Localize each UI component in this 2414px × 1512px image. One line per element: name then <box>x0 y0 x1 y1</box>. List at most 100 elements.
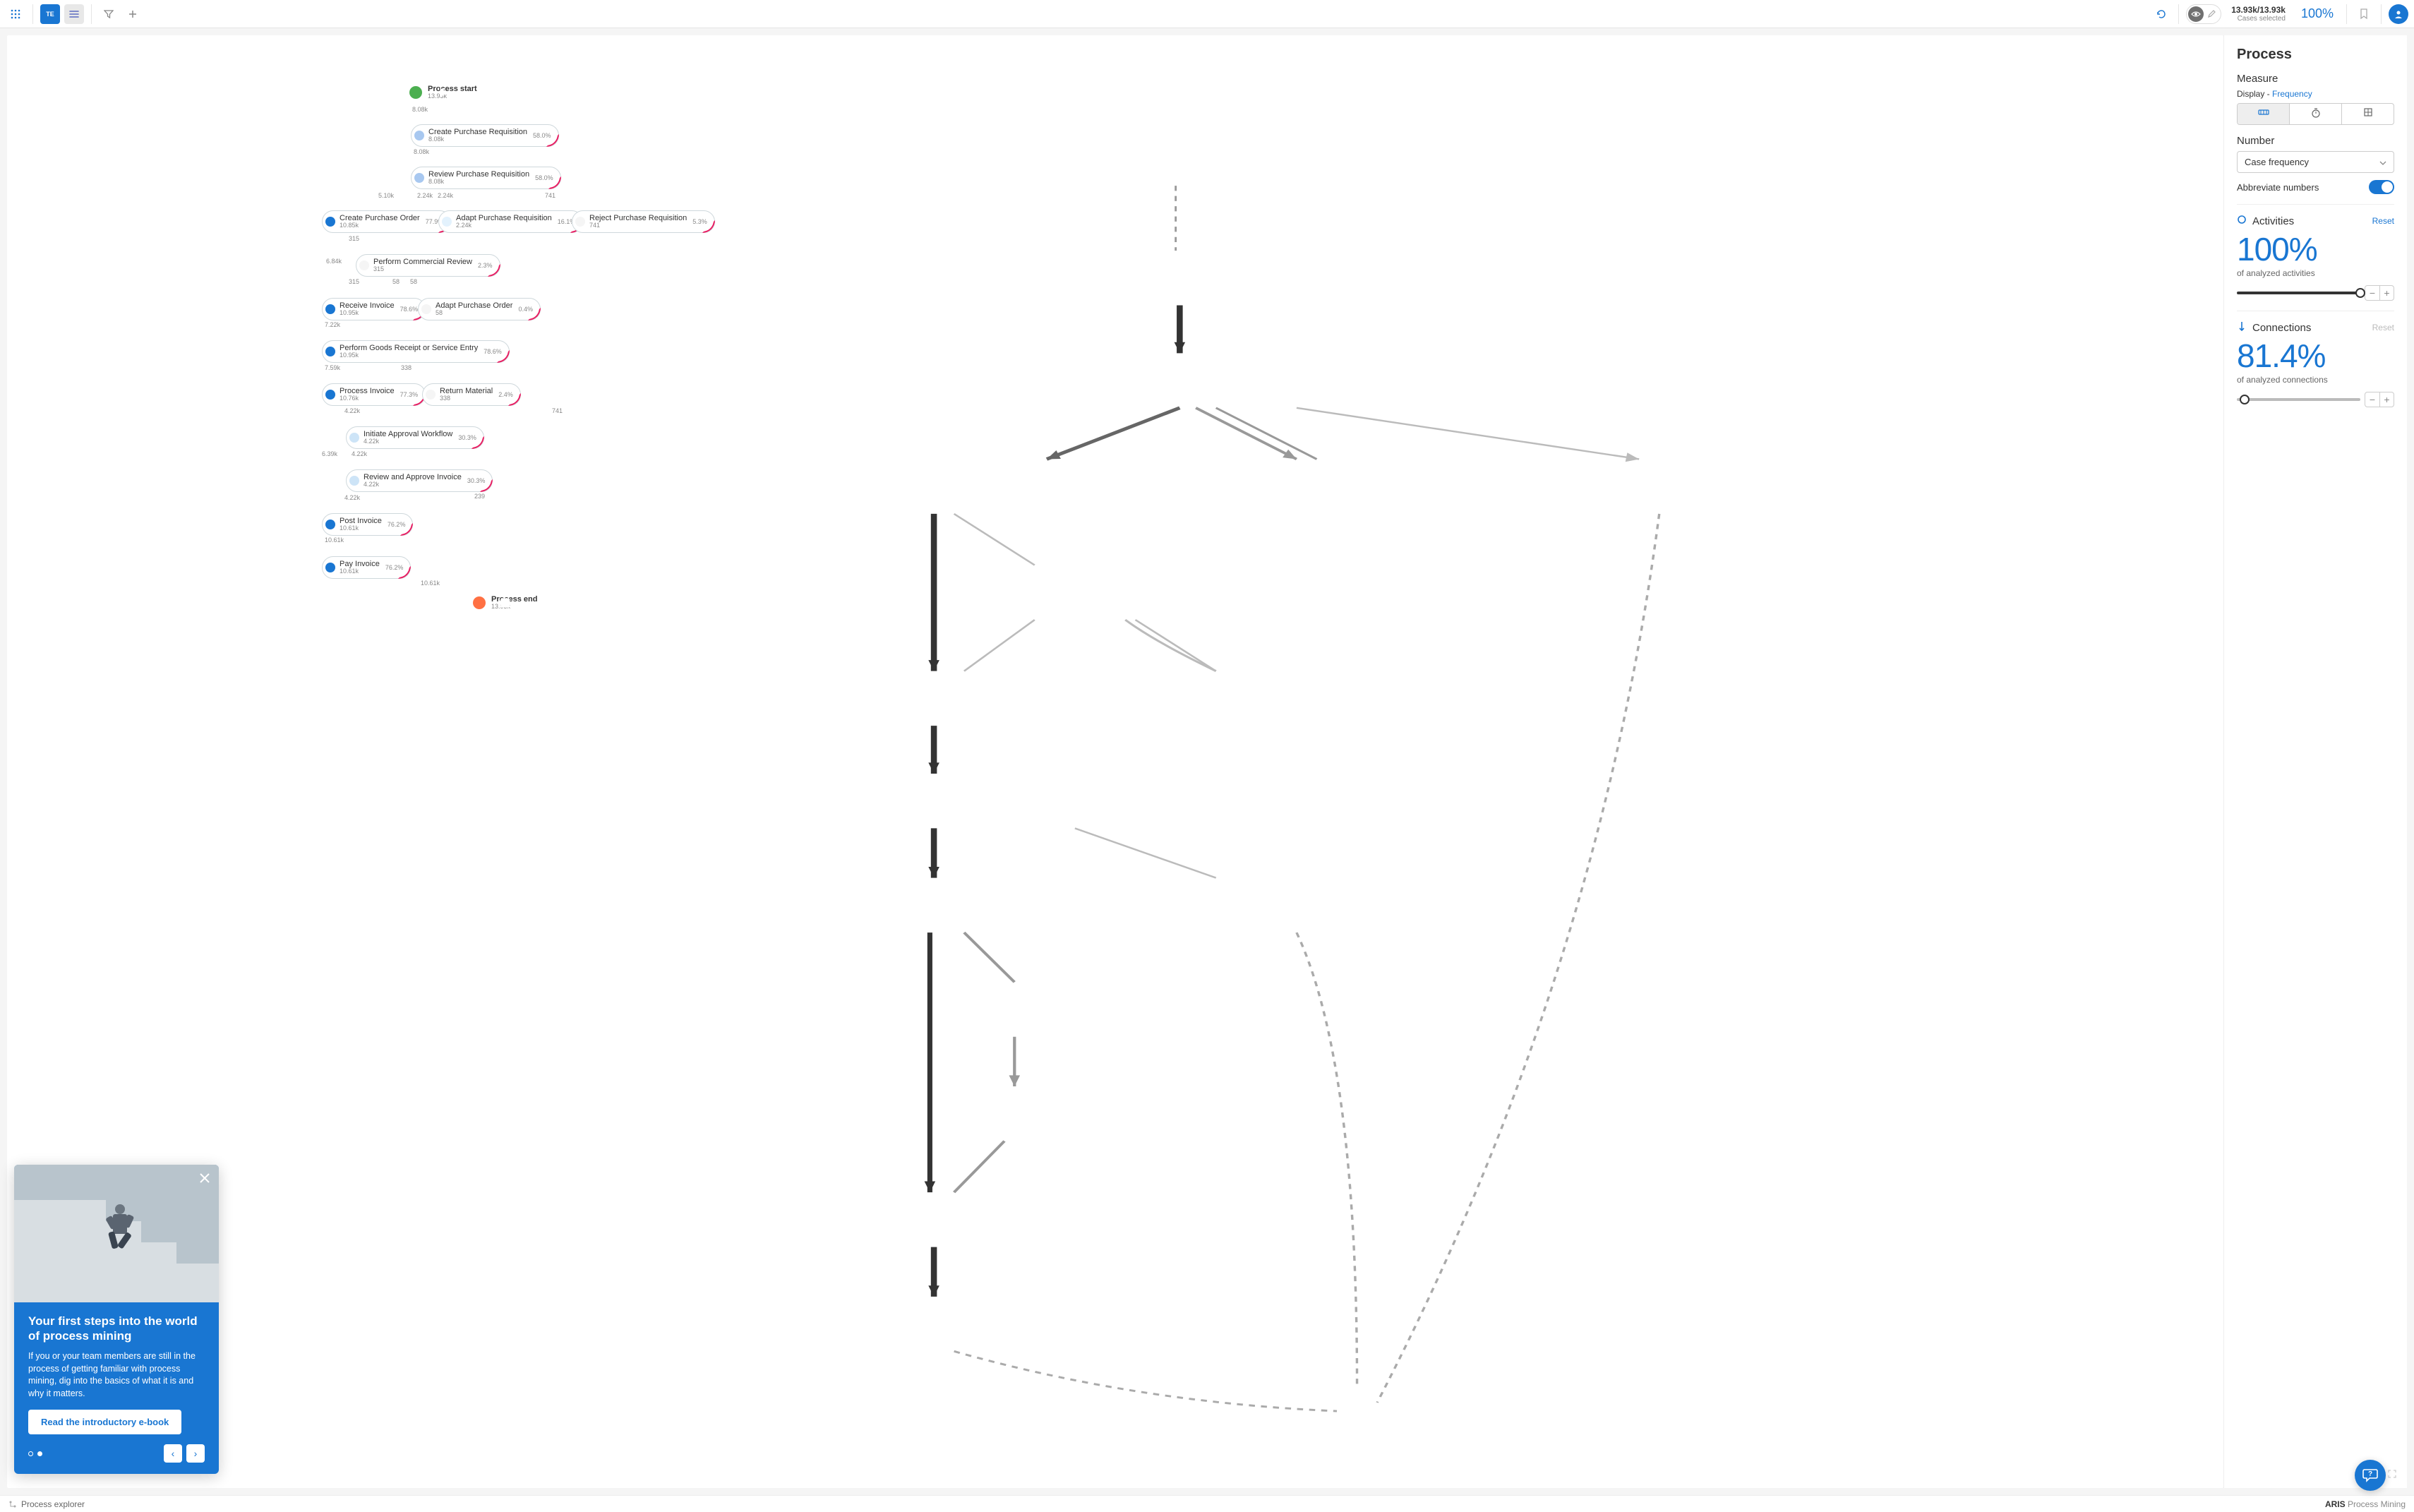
node-pcr[interactable]: Perform Commercial Review3152.3% <box>356 254 500 277</box>
panel-title: Process <box>2237 47 2394 63</box>
node-rpr[interactable]: Review Purchase Requisition8.08k58.0% <box>411 167 561 189</box>
edge-label: 8.08k <box>412 148 431 155</box>
brand: ARIS Process Mining <box>2325 1499 2406 1509</box>
display-row: Display - Frequency <box>2237 89 2394 99</box>
abbrev-toggle[interactable] <box>2369 180 2394 194</box>
pencil-icon <box>2204 6 2219 22</box>
node-cpo[interactable]: Create Purchase Order10.85k77.9% <box>322 210 451 233</box>
promo-text: If you or your team members are still in… <box>28 1350 205 1400</box>
help-button[interactable]: ? <box>2355 1460 2386 1491</box>
zoom-level[interactable]: 100% <box>2295 6 2339 21</box>
edge-label: 2.24k <box>416 192 434 199</box>
edge-label: 10.61k <box>323 536 345 544</box>
edge-label: 4.22k <box>343 494 361 501</box>
te-button[interactable]: TE <box>40 4 60 24</box>
breadcrumb[interactable]: Process explorer <box>8 1499 85 1509</box>
dot-2[interactable] <box>37 1451 42 1456</box>
promo-button[interactable]: Read the introductory e-book <box>28 1410 181 1434</box>
close-icon[interactable] <box>199 1172 210 1188</box>
display-value[interactable]: Frequency <box>2272 89 2312 99</box>
edge-label: 6.84k <box>325 258 343 265</box>
cases-label: Cases selected <box>2231 15 2286 23</box>
node-pi[interactable]: Process Invoice10.76k77.3% <box>322 383 426 406</box>
activities-slider[interactable] <box>2237 292 2360 294</box>
activities-pct: 100% <box>2237 230 2394 268</box>
chevron-down-icon <box>2379 157 2386 167</box>
seg-table-icon[interactable] <box>2341 104 2394 124</box>
edges-layer <box>7 35 2223 1488</box>
edge-label: 8.08k <box>411 106 429 113</box>
abbrev-label: Abbreviate numbers <box>2237 182 2319 193</box>
edge-label: 7.22k <box>323 321 342 328</box>
add-icon[interactable] <box>123 4 143 24</box>
connections-pct: 81.4% <box>2237 337 2394 375</box>
edge-label: 741 <box>544 192 557 199</box>
activities-plus[interactable]: + <box>2379 286 2394 300</box>
activities-sub: of analyzed activities <box>2237 268 2394 278</box>
node-cpr[interactable]: Create Purchase Requisition8.08k58.0% <box>411 124 559 147</box>
connections-icon <box>2237 321 2247 334</box>
edge-label: 58 <box>409 278 419 285</box>
cases-count: 13.93k/13.93k <box>2231 5 2286 15</box>
node-rjpr[interactable]: Reject Purchase Requisition7415.3% <box>572 210 715 233</box>
activities-title: Activities <box>2252 215 2294 227</box>
edge-label: 10.61k <box>419 580 441 587</box>
refresh-icon[interactable] <box>2151 4 2171 24</box>
edge-label: 315 <box>347 278 361 285</box>
svg-text:?: ? <box>2368 1470 2372 1478</box>
seg-time-icon[interactable] <box>2289 104 2341 124</box>
connections-minus[interactable]: − <box>2365 392 2379 407</box>
connections-sub: of analyzed connections <box>2237 375 2394 385</box>
process-canvas[interactable]: Process start13.93k Process end13.93k Crea… <box>7 35 2223 1488</box>
activities-reset[interactable]: Reset <box>2372 216 2394 226</box>
node-rm[interactable]: Return Material3382.4% <box>422 383 521 406</box>
process-start-node[interactable]: Process start13.93k <box>409 85 477 100</box>
promo-prev[interactable]: ‹ <box>164 1444 182 1463</box>
menu-icon[interactable] <box>64 4 84 24</box>
seg-frequency-icon[interactable] <box>2238 104 2289 124</box>
edge-label: 741 <box>551 407 564 414</box>
activities-minus[interactable]: − <box>2365 286 2379 300</box>
connections-plus[interactable]: + <box>2379 392 2394 407</box>
flow-icon <box>8 1500 17 1508</box>
edge-label: 6.39k <box>320 450 339 457</box>
connections-reset[interactable]: Reset <box>2372 323 2394 332</box>
measure-segments <box>2237 103 2394 125</box>
process-end-node[interactable]: Process end13.93k <box>473 595 537 611</box>
edge-label: 338 <box>400 364 413 371</box>
expand-icon[interactable] <box>2387 1469 2397 1481</box>
node-post[interactable]: Post Invoice10.61k76.2% <box>322 513 413 536</box>
node-pgr[interactable]: Perform Goods Receipt or Service Entry10… <box>322 340 510 363</box>
edge-label: 58 <box>391 278 401 285</box>
connections-slider[interactable] <box>2237 398 2360 401</box>
number-label: Number <box>2237 135 2394 147</box>
dot-1[interactable] <box>28 1451 33 1456</box>
edge-label: 4.22k <box>343 407 361 414</box>
connections-title: Connections <box>2252 322 2311 334</box>
node-apr[interactable]: Adapt Purchase Requisition2.24k16.1% <box>438 210 583 233</box>
edge-label: 315 <box>347 235 361 242</box>
bookmark-icon[interactable] <box>2354 4 2374 24</box>
side-panel: Process Measure Display - Frequency Numb… <box>2223 35 2407 1488</box>
promo-card: Your first steps into the world of proce… <box>14 1165 219 1475</box>
user-avatar[interactable] <box>2389 4 2408 24</box>
promo-image <box>14 1165 219 1302</box>
edge-label: 5.10k <box>377 192 395 199</box>
node-apo[interactable]: Adapt Purchase Order580.4% <box>418 298 541 320</box>
node-pay[interactable]: Pay Invoice10.61k76.2% <box>322 556 411 579</box>
node-ri[interactable]: Receive Invoice10.95k78.6% <box>322 298 426 320</box>
activities-icon <box>2237 215 2247 227</box>
number-select[interactable]: Case frequency <box>2237 151 2394 173</box>
node-rai[interactable]: Review and Approve Invoice4.22k30.3% <box>346 469 493 492</box>
top-toolbar: TE <box>0 0 2414 28</box>
edge-label: 2.24k <box>436 192 455 199</box>
filter-icon[interactable] <box>99 4 119 24</box>
measure-title: Measure <box>2237 73 2394 85</box>
edge-label: 239 <box>473 493 486 500</box>
promo-next[interactable]: › <box>186 1444 205 1463</box>
eye-icon <box>2188 6 2204 22</box>
cases-selected: 13.93k/13.93k Cases selected <box>2226 5 2291 23</box>
node-iaw[interactable]: Initiate Approval Workflow4.22k30.3% <box>346 426 484 449</box>
view-edit-toggle[interactable] <box>2186 4 2221 24</box>
apps-icon[interactable] <box>6 4 25 24</box>
